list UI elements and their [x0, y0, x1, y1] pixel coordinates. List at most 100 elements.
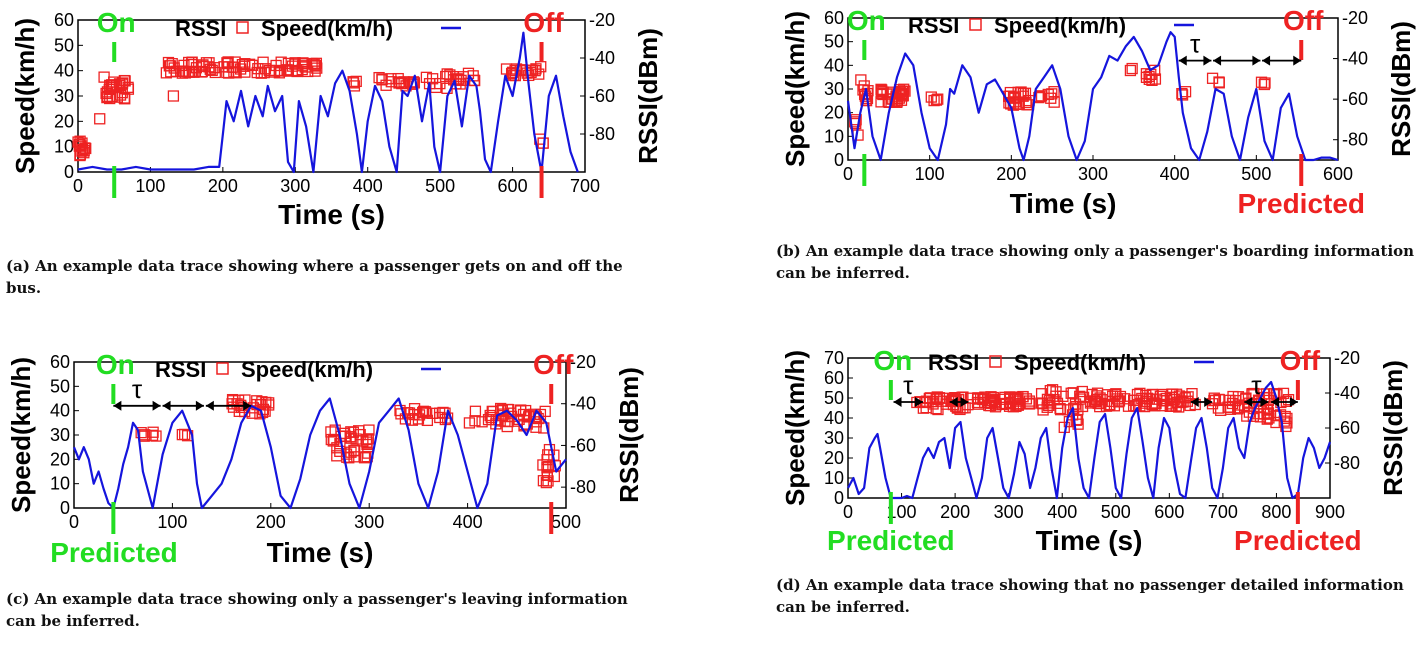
- y2-tick-label-a: -40: [589, 48, 615, 68]
- interval-arrowhead-b: [1252, 55, 1261, 66]
- legend-rssi-label-b: RSSI: [908, 13, 959, 38]
- y2-tick-label-a: -20: [589, 10, 615, 30]
- x-axis-label-d: Time (s): [1036, 525, 1143, 556]
- rssi-point: [111, 91, 123, 103]
- rssi-point: [987, 395, 999, 407]
- interval-arrowhead-d: [1260, 397, 1269, 407]
- y2-tick-label-c: -20: [570, 352, 596, 372]
- rssi-point: [858, 80, 870, 92]
- interval-arrowhead-d: [960, 397, 969, 407]
- y-tick-label-a: 30: [54, 86, 74, 106]
- x-tick-label-d: 200: [940, 502, 970, 522]
- legend-speed-label-b: Speed(km/h): [994, 13, 1126, 38]
- interval-arrowhead-b: [1213, 55, 1222, 66]
- y-tick-label-d: 60: [824, 368, 844, 388]
- y-tick-label-a: 40: [54, 61, 74, 81]
- legend-speed-label-a: Speed(km/h): [261, 16, 393, 41]
- x-tick-label-a: 300: [280, 176, 310, 196]
- rssi-point: [358, 452, 371, 464]
- chart-panel-b: 0 100 200 300 400 500 600 0 10 20 30 40 50 60 -80 -60 -4…: [708, 0, 1416, 317]
- y2-tick-label-b: -80: [1342, 130, 1368, 150]
- chart-b: 0 100 200 300 400 500 600 0 10 20 30 40 50 60 -80 -60 -4…: [780, 5, 1416, 219]
- legend-rssi-marker-b: [969, 18, 982, 31]
- rssi-point: [72, 136, 84, 148]
- rssi-point: [1143, 393, 1155, 405]
- y-axis-label-a: Speed(km/h): [10, 18, 40, 174]
- x-tick-label-c: 100: [157, 512, 187, 532]
- rssi-point: [1126, 62, 1138, 75]
- marker-label-off-b: Off: [1283, 5, 1324, 36]
- legend-rssi-label-a: RSSI: [175, 16, 226, 41]
- rssi-point: [183, 56, 195, 69]
- x-tick-label-a: 600: [498, 176, 528, 196]
- interval-arrowhead-d: [1204, 397, 1213, 407]
- interval-arrowhead-d: [914, 397, 923, 407]
- rssi-point: [1003, 97, 1015, 109]
- rssi-point: [264, 66, 276, 78]
- y-tick-label-b: 10: [824, 126, 844, 146]
- x-tick-label-c: 500: [551, 512, 581, 532]
- interval-arrowhead-d: [1244, 397, 1253, 407]
- rssi-point: [1035, 388, 1048, 400]
- rssi-point: [1096, 394, 1108, 406]
- rssi-point: [1176, 89, 1189, 101]
- rssi-point: [895, 88, 907, 101]
- chart-a: 0 100 200 300 400 500 600 700 0 10 20 30 40 50 60 -80 -6…: [10, 7, 663, 230]
- y2-tick-label-b: -20: [1342, 8, 1368, 28]
- rssi-point: [469, 405, 482, 417]
- rssi-point: [94, 113, 106, 125]
- rssi-point: [1043, 395, 1056, 407]
- rssi-point: [258, 66, 270, 79]
- y-tick-label-a: 10: [54, 137, 74, 157]
- rssi-point: [1258, 408, 1270, 420]
- y-tick-label-d: 40: [824, 408, 844, 428]
- rssi-point: [347, 77, 360, 89]
- rssi-point: [348, 444, 360, 457]
- marker-label-on-c: On: [96, 349, 135, 380]
- y-tick-label-a: 0: [64, 162, 74, 182]
- rssi-point: [469, 415, 481, 427]
- rssi-points-b: [849, 62, 1271, 141]
- rssi-point: [1213, 76, 1225, 88]
- y2-tick-label-d: -80: [1334, 453, 1360, 473]
- y2-tick-label-b: -60: [1342, 89, 1368, 109]
- y-tick-label-b: 50: [824, 32, 844, 52]
- rssi-point: [146, 429, 159, 441]
- interval-arrowhead-c: [162, 400, 171, 411]
- interval-arrowhead-c: [195, 400, 204, 411]
- x-tick-label-a: 400: [353, 176, 383, 196]
- rssi-point: [502, 403, 514, 416]
- caption-c: (c) An example data trace showing only a…: [6, 590, 628, 630]
- marker-predicted-label-d: Predicted: [1234, 525, 1362, 556]
- x-tick-label-b: 0: [843, 164, 853, 184]
- legend-rssi-label-c: RSSI: [155, 357, 206, 382]
- y2-tick-label-b: -40: [1342, 49, 1368, 69]
- y2-tick-label-c: -80: [570, 477, 596, 497]
- rssi-point: [340, 448, 353, 460]
- rssi-point: [238, 60, 251, 72]
- rssi-point: [122, 81, 134, 94]
- y-tick-label-a: 60: [54, 10, 74, 30]
- y-tick-label-d: 10: [824, 468, 844, 488]
- chart-panel-a: 0 100 200 300 400 500 600 700 0 10 20 30 40 50 60 -80 -6…: [0, 0, 708, 317]
- interval-arrowhead-b: [1178, 55, 1187, 66]
- rssi-point: [1041, 393, 1054, 406]
- y2-tick-label-d: -60: [1334, 418, 1360, 438]
- rssi-point: [1035, 90, 1048, 102]
- x-axis-label-b: Time (s): [1010, 188, 1117, 219]
- marker-label-off-d: Off: [1280, 345, 1321, 376]
- rssi-points-a: [72, 56, 549, 162]
- rssi-point: [263, 397, 275, 409]
- rssi-point: [426, 73, 439, 85]
- rssi-point: [540, 476, 553, 489]
- interval-arrowhead-d: [1271, 397, 1280, 407]
- rssi-point: [73, 138, 86, 151]
- rssi-point: [1124, 64, 1137, 77]
- y-tick-label-d: 30: [824, 428, 844, 448]
- rssi-point: [1212, 402, 1225, 414]
- rssi-point: [166, 58, 178, 70]
- y-axis-label-b: Speed(km/h): [780, 11, 810, 167]
- x-tick-label-d: 900: [1315, 502, 1345, 522]
- marker-label-on-b: On: [847, 5, 886, 36]
- y2-tick-label-d: -20: [1334, 348, 1360, 368]
